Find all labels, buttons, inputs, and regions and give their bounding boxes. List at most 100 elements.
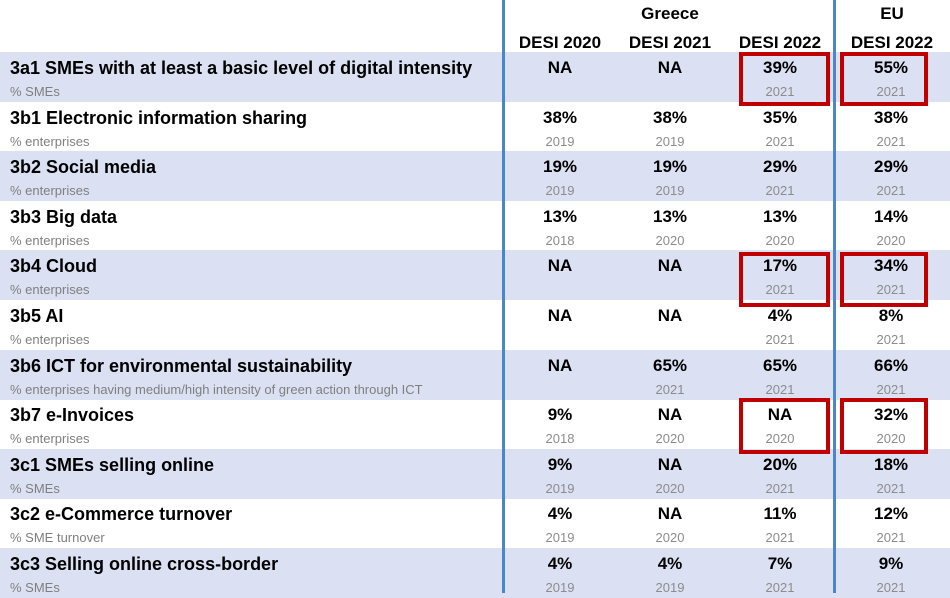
cell-value: NA [547,256,573,276]
highlight-box-3b7-eu [840,398,928,454]
indicator-title: 3c2 e-Commerce turnover [10,504,233,525]
cell-value: NA [657,454,683,474]
cell-year: 2021 [765,530,795,546]
cell-value: 12% [873,504,909,524]
cell-value: NA [547,58,573,77]
cell-value: 9% [547,454,573,474]
cell-year: 2021 [876,480,906,496]
cell-year: 2019 [545,183,575,199]
indicator-unit: % enterprises [10,183,90,199]
cell-year: 2019 [655,580,685,595]
cell-year: 2018 [545,431,575,447]
cell-year: 2021 [876,530,906,546]
indicator-title: 3c1 SMEs selling online [10,454,215,475]
indicator-title: 3b6 ICT for environmental sustainability [10,355,353,376]
cell-value: 9% [547,405,573,425]
indicator-unit: % enterprises [10,431,90,447]
cell-year: 2021 [765,381,795,397]
indicator-title: 3b3 Big data [10,206,118,227]
indicator-title: 3b5 AI [10,306,64,326]
cell-value: NA [767,405,793,425]
indicator-unit: % enterprises [10,232,90,248]
cell-value: 8% [878,306,904,325]
cell-value: 7% [767,554,793,573]
highlight-box-3b4-greece [739,252,830,307]
cell-value: 11% [763,504,797,524]
cell-year: 2020 [655,431,685,447]
table-row: 3b5 AI % enterprises NA NA 4% 2021 8% 2021 [0,300,950,350]
cell-value: NA [657,504,683,524]
cell-year: 2021 [876,183,906,199]
indicator-title: 3a1 SMEs with at least a basic level of … [10,58,473,78]
highlight-box-3a1-eu [840,52,928,106]
header-col-3: DESI 2022 [738,33,822,52]
cell-value: 18% [873,454,909,474]
highlight-box-3a1-greece [739,52,830,106]
table-row: 3a1 SMEs with at least a basic level of … [0,52,950,102]
table-row: 3b1 Electronic information sharing % ente… [0,102,950,152]
cell-value: 55% [873,58,909,77]
cell-value: 4% [547,554,573,573]
indicator-title: 3c3 Selling online cross-border [10,554,279,574]
cell-value: 29% [873,157,909,177]
table-row: 3c3 Selling online cross-border % SMEs 4% 2… [0,548,950,598]
cell-value: 4% [547,504,573,524]
cell-year: 2020 [876,232,906,248]
cell-year: 2020 [655,530,685,546]
indicator-unit: % SME turnover [10,530,105,546]
cell-year: 2021 [765,332,795,347]
cell-value: NA [657,256,683,276]
table-row: 3b7 e-Invoices % enterprises 9% 2018 NA 2020 N… [0,399,950,449]
cell-value: 14% [873,206,909,226]
table-row: 3b4 Cloud % enterprises NA NA 17% 2021 34% 2021 [0,250,950,301]
indicator-title: 3b1 Electronic information sharing [10,107,308,128]
table-row: 3c2 e-Commerce turnover % SME turnover 4% 2… [0,498,950,548]
cell-year: 2020 [765,232,795,248]
highlight-box-3b7-greece [739,398,830,454]
cell-year: 2019 [545,530,575,546]
cell-year: 2021 [765,282,795,298]
cell-value: 29% [762,157,798,177]
cell-value: 38% [652,107,688,127]
cell-year: 2019 [545,133,575,149]
cell-value: 66% [873,355,909,375]
indicator-unit: % SMEs [10,480,60,496]
table-row: 3b3 Big data % enterprises 13% 2018 13% 2020 1… [0,201,950,251]
cell-value: NA [657,405,683,425]
indicator-unit: % SMEs [10,84,60,99]
indicator-unit: % SMEs [10,580,60,595]
cell-value: 32% [873,405,909,425]
cell-year: 2021 [876,332,906,347]
cell-value: 20% [762,454,798,474]
header-eu: EU [880,4,904,23]
cell-year: 2018 [545,232,575,248]
cell-year: 2021 [876,580,906,595]
indicator-title: 3b2 Social media [10,157,157,178]
cell-year: 2020 [765,431,795,447]
greece-divider [502,0,505,593]
cell-value: 65% [652,355,688,375]
cell-value: 4% [767,306,793,325]
cell-value: 38% [542,107,578,127]
cell-year: 2020 [876,431,906,447]
cell-year: 2021 [876,84,906,99]
cell-year: 2021 [876,282,906,298]
cell-year: 2021 [765,480,795,496]
cell-value: 34% [873,256,909,276]
cell-value: 65% [762,355,798,375]
cell-year: 2021 [765,84,795,99]
cell-year: 2021 [765,580,795,595]
cell-year: 2021 [876,381,906,397]
indicator-unit: % enterprises having medium/high intensi… [10,381,423,397]
cell-year: 2019 [655,183,685,199]
cell-value: 13% [762,206,798,226]
cell-value: 13% [652,206,688,226]
table-row: 3b6 ICT for environmental sustainability… [0,349,950,400]
table-row: 3c1 SMEs selling online % SMEs 9% 2019 NA 202… [0,448,950,499]
header-greece: Greece [641,4,699,23]
cell-value: 13% [542,206,578,226]
eu-divider [833,0,836,593]
cell-year: 2021 [655,381,685,397]
cell-year: 2019 [545,580,575,595]
indicator-title: 3b4 Cloud [10,256,98,277]
